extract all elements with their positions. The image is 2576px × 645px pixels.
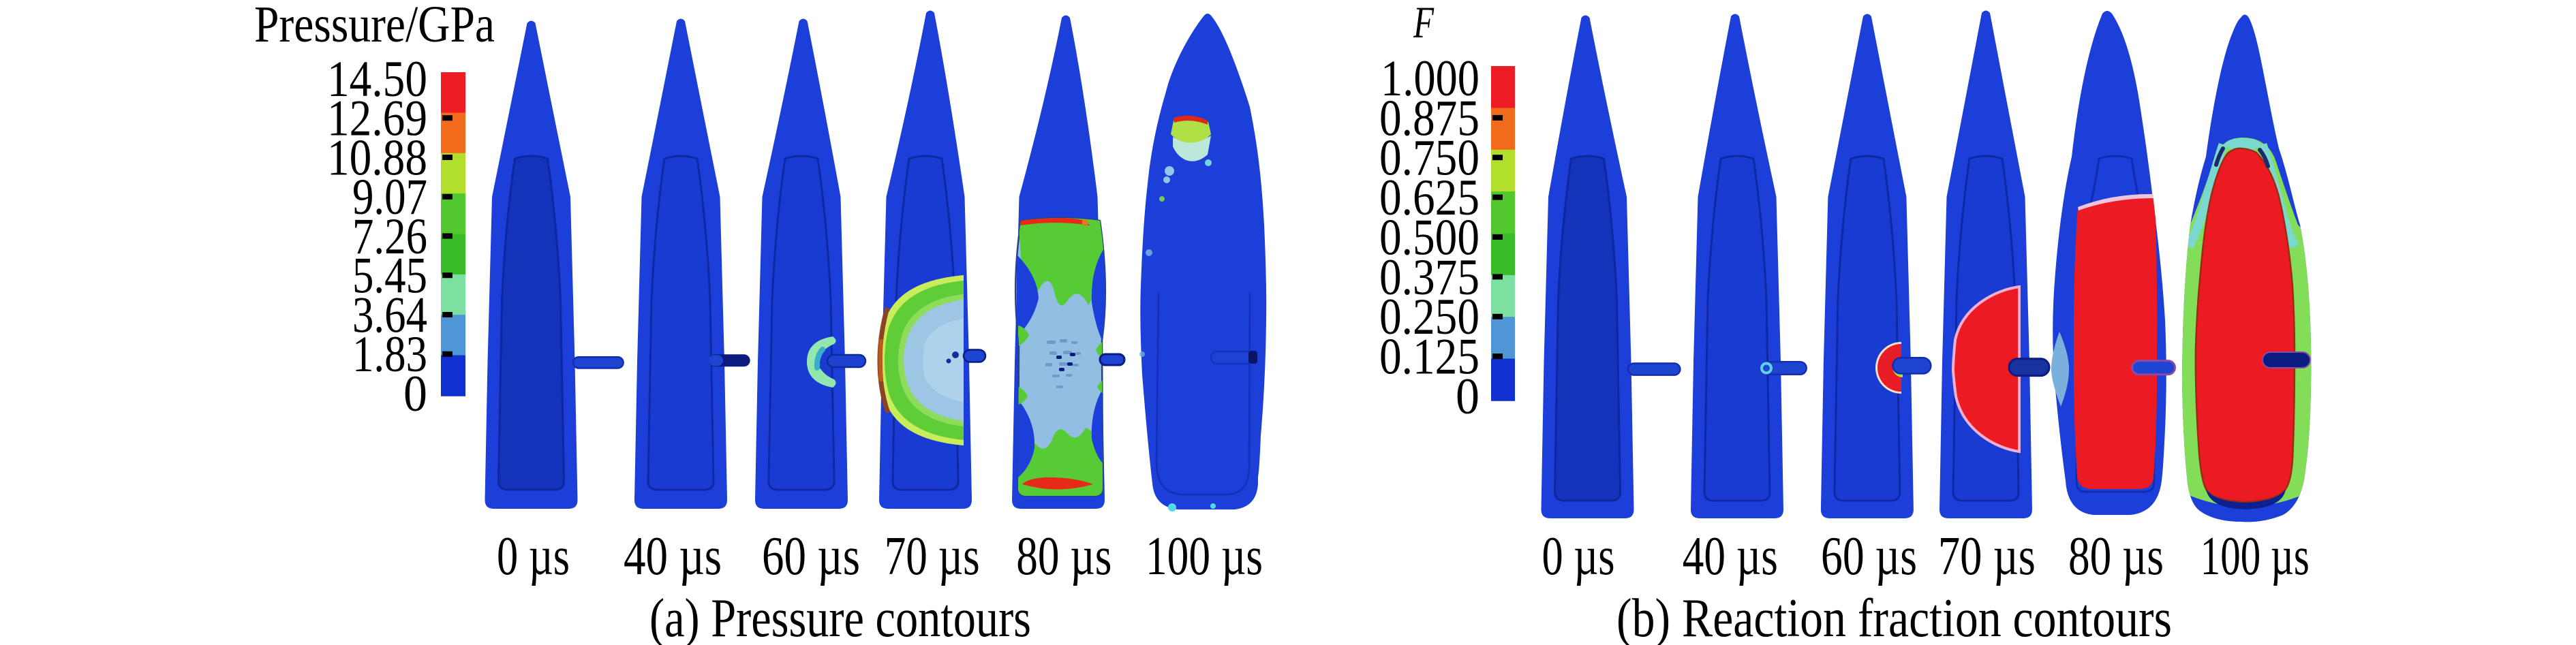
svg-text:0 µs: 0 µs [497,526,570,586]
svg-text:40 µs: 40 µs [1683,526,1778,586]
svg-text:60 µs: 60 µs [1821,526,1917,586]
svg-text:80 µs: 80 µs [1016,526,1111,586]
svg-text:1.000: 1.000 [1381,50,1479,107]
svg-text:(a) Pressure contours: (a) Pressure contours [649,588,1031,645]
svg-text:12.69: 12.69 [327,91,427,147]
svg-text:9.07: 9.07 [352,169,427,225]
svg-text:14.50: 14.50 [327,51,427,108]
svg-text:70 µs: 70 µs [885,526,980,586]
svg-text:1.83: 1.83 [352,326,427,383]
svg-text:0.625: 0.625 [1379,170,1479,226]
svg-text:0.125: 0.125 [1379,329,1479,386]
svg-text:0.375: 0.375 [1379,249,1479,306]
svg-text:70 µs: 70 µs [1938,526,2036,586]
svg-text:80 µs: 80 µs [2068,526,2164,586]
svg-text:0 µs: 0 µs [1542,526,1615,586]
svg-text:100 µs: 100 µs [1146,526,1263,586]
svg-text:0: 0 [403,366,427,422]
svg-text:60 µs: 60 µs [762,526,860,586]
svg-text:3.64: 3.64 [352,287,427,343]
svg-text:7.26: 7.26 [352,208,427,265]
svg-text:0.250: 0.250 [1379,289,1479,345]
svg-text:F: F [1413,0,1434,48]
svg-text:0: 0 [1456,368,1479,425]
svg-text:0.875: 0.875 [1379,90,1479,146]
svg-text:40 µs: 40 µs [624,526,722,586]
svg-text:(b) Reaction fraction contours: (b) Reaction fraction contours [1616,588,2172,645]
svg-text:0.750: 0.750 [1379,130,1479,187]
svg-text:5.45: 5.45 [352,248,427,304]
svg-text:Pressure/GPa: Pressure/GPa [254,0,495,53]
svg-text:0.500: 0.500 [1379,209,1479,266]
svg-text:10.88: 10.88 [327,129,427,186]
svg-text:100 µs: 100 µs [2201,526,2310,586]
